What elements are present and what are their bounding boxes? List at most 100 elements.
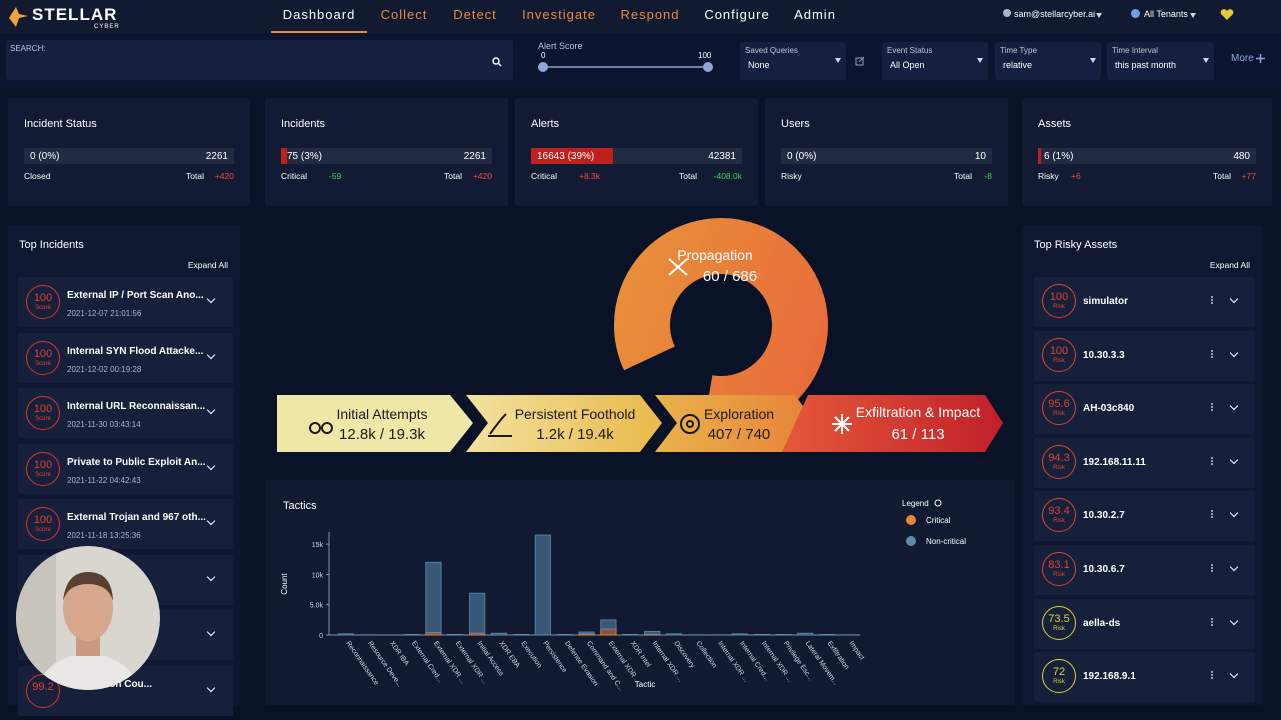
health-icon[interactable] (1220, 8, 1234, 22)
chevron[interactable] (1229, 348, 1239, 357)
chevron[interactable] (206, 572, 216, 581)
count: 6 (1%) (1044, 151, 1074, 162)
alert-score-label: Alert Score (538, 41, 583, 51)
chevron[interactable] (206, 405, 216, 415)
user-menu[interactable]: sam@stellarcyber.ai (1014, 9, 1096, 19)
bar (512, 633, 529, 636)
bar (775, 633, 792, 636)
progress-bar: 75 (3%) 2261 (281, 148, 492, 164)
nav-item[interactable]: Dashboard (282, 7, 356, 22)
risk-badge: 100 Risk (1042, 337, 1076, 372)
incident-item[interactable]: 100 Score External Trojan and 967 oth... 20… (18, 499, 233, 549)
asset-item[interactable]: 73.5 Risk aella-ds (1034, 598, 1255, 649)
tenant-menu[interactable]: All Tenants (1144, 9, 1188, 19)
nav-item[interactable]: Respond (620, 7, 680, 22)
score: 73.5 (1048, 612, 1070, 625)
bar (797, 632, 814, 636)
asset-item[interactable]: 94.3 Risk 192.168.11.11 (1034, 437, 1255, 488)
chevron[interactable] (206, 683, 216, 692)
incident-item[interactable]: 100 Score Private to Public Exploit An... 2… (18, 443, 233, 494)
stat-card: Assets 6 (1%) 480 Risky +6 Total +77 (1022, 98, 1272, 206)
chevron[interactable] (206, 294, 216, 304)
chevron[interactable] (1229, 455, 1239, 465)
asset-item[interactable]: 83.1 Risk 10.30.6.7 (1034, 545, 1255, 595)
asset-item[interactable]: 100 Risk simulator (1034, 277, 1255, 327)
x-tick-label: Impact (847, 640, 865, 661)
asset-item[interactable]: 72 Risk 192.168.9.1 (1034, 652, 1255, 703)
chevron[interactable] (1229, 509, 1239, 518)
score-badge: 100 Score (26, 451, 60, 486)
menu[interactable] (1211, 456, 1213, 459)
chevron[interactable] (1229, 616, 1239, 625)
chevron[interactable] (206, 627, 216, 637)
chevron[interactable] (206, 461, 216, 470)
chevron[interactable] (1229, 669, 1239, 679)
total-label: Total (954, 171, 972, 181)
nav-item[interactable]: Investigate (522, 7, 596, 22)
stage-arrow (277, 395, 473, 452)
progress-fill (531, 148, 614, 164)
edit-icon[interactable] (855, 56, 865, 66)
sub-delta: +6 (1071, 171, 1081, 181)
stage-value: 12.8k / 19.3k (339, 426, 425, 443)
menu[interactable] (1211, 403, 1213, 406)
incident-item[interactable]: 100 Score Internal URL Reconnaissan... 2021… (18, 388, 233, 438)
menu[interactable] (1211, 510, 1213, 513)
incident-item[interactable]: 100 Score External IP / Port Scan Ano... 20… (18, 277, 233, 327)
propagation-ring (614, 218, 828, 432)
chevron[interactable] (1229, 562, 1239, 572)
slider-knob[interactable] (703, 62, 713, 72)
score-label: Risk (1053, 625, 1065, 632)
expand-all[interactable]: Expand All (1209, 260, 1250, 270)
dropdown[interactable]: Time Type relative (995, 42, 1101, 80)
stage-value: 407 / 740 (708, 426, 771, 443)
chevron[interactable] (1229, 401, 1239, 411)
asset-name: 10.30.6.7 (1083, 564, 1125, 575)
card-title: Assets (1038, 118, 1072, 130)
caret (977, 58, 983, 63)
menu[interactable] (1211, 349, 1213, 352)
chevron[interactable] (206, 350, 216, 359)
nav-item[interactable]: Collect (380, 7, 428, 22)
expand-all[interactable]: Expand All (187, 260, 228, 270)
asset-item[interactable]: 93.4 Risk 10.30.2.7 (1034, 491, 1255, 542)
asset-name: AH-03c840 (1083, 403, 1135, 415)
nav-item[interactable]: Admin (794, 7, 836, 22)
search-box[interactable]: SEARCH: (6, 40, 513, 80)
stage-icons (309, 413, 700, 437)
sub-delta: -59 (329, 171, 342, 181)
sub-label: Critical (281, 171, 307, 181)
score: 100 (33, 403, 53, 415)
score: 100 (1049, 344, 1069, 357)
chevron[interactable] (206, 516, 216, 526)
dropdown[interactable]: Event Status All Open (882, 42, 988, 80)
search-icon[interactable] (492, 57, 502, 67)
dropdown[interactable]: Saved Queries None (740, 42, 846, 80)
stage-arrow (655, 395, 815, 452)
stage-arrow (782, 395, 1003, 452)
menu[interactable] (1211, 671, 1213, 674)
nav-item[interactable]: Configure (704, 7, 770, 22)
score-label: Score (35, 471, 51, 478)
score-label: Risk (1053, 572, 1065, 578)
asset-item[interactable]: 95.6 Risk AH-03c840 (1034, 384, 1255, 435)
caret (1190, 13, 1196, 18)
card-title: Users (781, 118, 810, 130)
incident-time: 2021-11-22 04:42:43 (67, 475, 141, 485)
menu[interactable] (1211, 617, 1213, 620)
chevron[interactable] (1229, 294, 1239, 304)
tenant-icon (1131, 9, 1140, 18)
dropdown[interactable]: Time Interval this past month (1107, 42, 1214, 80)
bar (337, 633, 354, 636)
risk-badge: 100 Risk (1042, 284, 1076, 318)
total: 2261 (205, 151, 228, 162)
menu[interactable] (1211, 296, 1213, 298)
incident-item[interactable]: 100 Score Internal SYN Flood Attacke... 202… (18, 332, 233, 383)
asset-item[interactable]: 100 Risk 10.30.3.3 (1034, 330, 1255, 381)
menu[interactable] (1211, 564, 1213, 566)
slider-knob[interactable] (538, 62, 548, 72)
webcam-overlay (16, 546, 160, 690)
logo-sub: CYBER (94, 24, 120, 30)
more-button[interactable]: More (1231, 53, 1254, 64)
nav-item[interactable]: Detect (453, 7, 497, 22)
